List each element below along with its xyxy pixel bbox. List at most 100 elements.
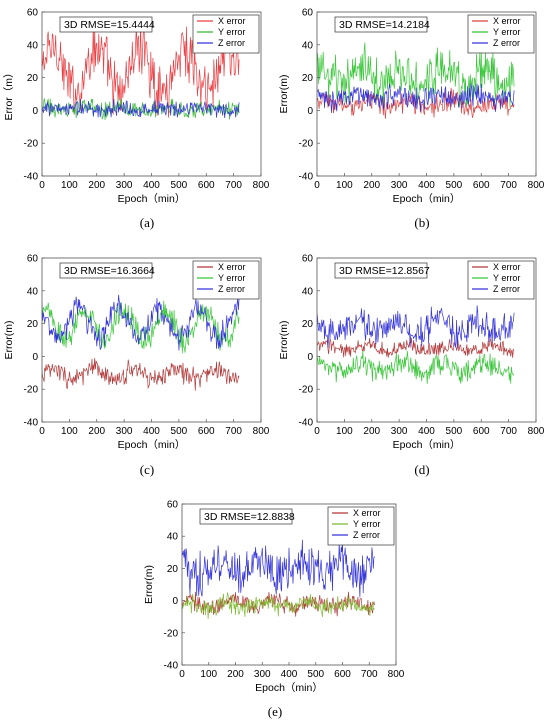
series-line-z-error	[317, 305, 515, 349]
y-tick-label: -20	[24, 139, 39, 150]
y-tick-label: 40	[27, 40, 39, 51]
x-tick-label: 300	[391, 426, 408, 437]
rmse-label: 3D RMSE=12.8838	[204, 511, 295, 523]
y-tick-label: 40	[302, 40, 314, 51]
y-tick-label: -40	[299, 418, 314, 429]
series-line-x-error	[42, 358, 240, 391]
x-tick-label: 600	[334, 669, 351, 680]
rmse-label: 3D RMSE=16.3664	[64, 265, 155, 277]
y-tick-label: -40	[164, 661, 179, 672]
x-tick-label: 200	[88, 426, 105, 437]
x-tick-label: 100	[200, 669, 217, 680]
x-tick-label: 0	[39, 426, 45, 437]
y-tick-label: 60	[27, 254, 39, 265]
x-tick-label: 300	[116, 180, 133, 191]
x-tick-label: 0	[179, 669, 185, 680]
series-line-z-error	[42, 294, 240, 351]
x-tick-label: 0	[39, 180, 45, 191]
y-tick-label: 60	[302, 8, 314, 19]
legend-entry: X error	[493, 262, 521, 272]
x-axis-label: Epoch（min）	[118, 193, 186, 205]
x-tick-label: 700	[500, 426, 517, 437]
chart-c: 0 100 200 300 400 500 600 700 800 -40 -20 0 20 40 60 Ep…	[3, 254, 270, 452]
y-tick-label: 20	[167, 564, 179, 575]
legend-entry: Z error	[493, 38, 520, 48]
x-tick-label: 200	[88, 180, 105, 191]
caption-c: (c)	[139, 462, 155, 477]
y-tick-label: 0	[32, 352, 38, 363]
x-axis-label: Epoch（min）	[255, 682, 323, 694]
x-tick-label: 100	[336, 426, 353, 437]
x-tick-label: 0	[314, 180, 320, 191]
x-axis-label: Epoch（min）	[118, 439, 186, 451]
x-tick-label: 300	[391, 180, 408, 191]
legend-entry: Z error	[493, 284, 520, 294]
y-tick-label: 60	[167, 500, 179, 511]
x-tick-label: 700	[225, 426, 242, 437]
rmse-box	[334, 262, 428, 279]
chart-e: 0 100 200 300 400 500 600 700 800 -40 -20 0 20 40 60 Ep…	[143, 500, 405, 695]
y-tick-label: -40	[24, 418, 39, 429]
legend-entry: Z error	[218, 284, 245, 294]
y-axis-label: Error(m)	[143, 565, 155, 604]
y-tick-label: 60	[27, 8, 39, 19]
x-tick-label: 500	[446, 426, 463, 437]
y-axis-label: Error(m)	[3, 320, 15, 359]
y-axis-label: Error(m)	[278, 320, 290, 359]
series-line-y-error	[182, 592, 375, 620]
y-tick-label: 40	[27, 286, 39, 297]
x-tick-label: 300	[254, 669, 271, 680]
rmse-box	[199, 508, 293, 525]
y-tick-label: -20	[164, 628, 179, 639]
x-tick-label: 800	[253, 180, 270, 191]
rmse-label: 3D RMSE=15.4444	[64, 19, 155, 31]
x-tick-label: 700	[500, 180, 517, 191]
chart-d: 0 100 200 300 400 500 600 700 800 -40 -20 0 20 40 60 Ep…	[278, 254, 545, 452]
legend-entry: Z error	[353, 530, 380, 540]
rmse-box	[334, 16, 428, 33]
legend-entry: Y error	[493, 27, 520, 37]
series-line-y-error	[317, 350, 515, 385]
y-tick-label: 20	[302, 73, 314, 84]
legend-entry: Y error	[218, 27, 245, 37]
caption-b: (b)	[414, 215, 430, 230]
y-tick-label: 20	[302, 319, 314, 330]
x-tick-label: 500	[171, 180, 188, 191]
y-tick-label: 20	[27, 73, 39, 84]
x-tick-label: 200	[227, 669, 244, 680]
rmse-box	[59, 262, 153, 279]
legend-entry: X error	[218, 262, 246, 272]
legend-entry: X error	[493, 16, 521, 26]
rmse-box	[59, 16, 153, 33]
rmse-label: 3D RMSE=14.2184	[339, 19, 430, 31]
x-tick-label: 800	[253, 426, 270, 437]
y-tick-label: -20	[24, 385, 39, 396]
y-tick-label: 0	[307, 106, 313, 117]
x-tick-label: 300	[116, 426, 133, 437]
x-tick-label: 100	[61, 180, 78, 191]
x-axis-label: Epoch（min）	[393, 193, 461, 205]
x-tick-label: 800	[388, 669, 405, 680]
rmse-label: 3D RMSE=12.8567	[339, 265, 430, 277]
y-tick-label: -20	[299, 385, 314, 396]
x-tick-label: 400	[418, 180, 435, 191]
x-tick-label: 700	[225, 180, 242, 191]
x-tick-label: 800	[528, 426, 545, 437]
x-tick-label: 400	[418, 426, 435, 437]
series-line-z-error	[317, 83, 515, 114]
y-axis-label: Error(m)	[278, 74, 290, 113]
y-tick-label: 0	[307, 352, 313, 363]
caption-e: (e)	[267, 704, 283, 719]
y-tick-label: -20	[299, 139, 314, 150]
x-tick-label: 200	[363, 426, 380, 437]
series-line-y-error	[42, 300, 240, 354]
y-axis-label: Error（m）	[3, 67, 15, 120]
y-tick-label: 20	[27, 319, 39, 330]
x-tick-label: 500	[171, 426, 188, 437]
legend-entry: Y error	[353, 519, 380, 529]
x-tick-label: 800	[528, 180, 545, 191]
x-tick-label: 700	[361, 669, 378, 680]
y-tick-label: 0	[172, 596, 178, 607]
chart-b: 0 100 200 300 400 500 600 700 800 -40 -20 0 20 40 60 Ep…	[278, 8, 545, 206]
x-tick-label: 600	[473, 180, 490, 191]
